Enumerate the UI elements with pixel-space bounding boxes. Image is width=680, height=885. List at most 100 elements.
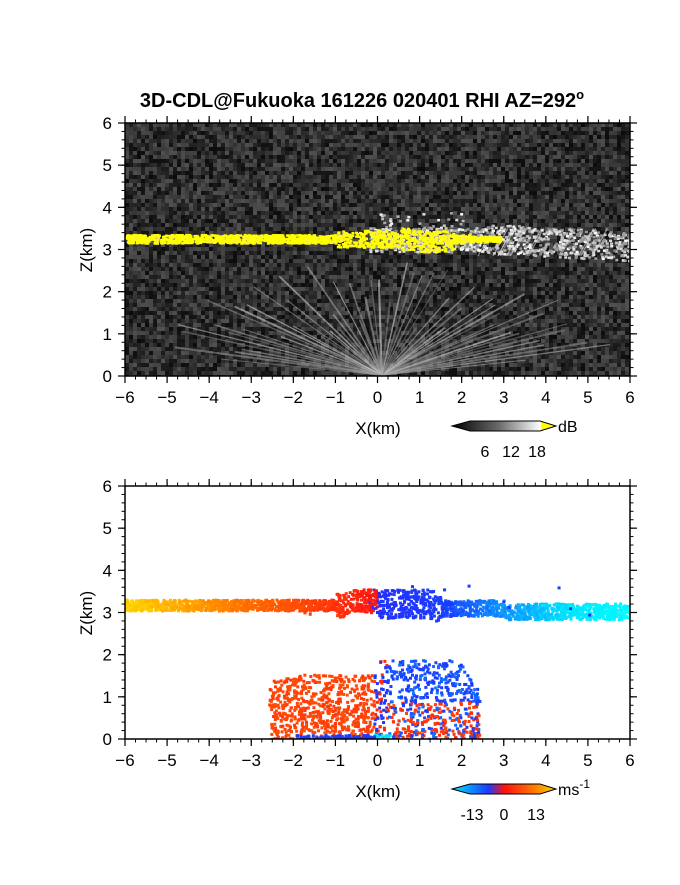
noise-cell [469, 215, 473, 219]
noise-cell [449, 155, 453, 159]
noise-cell [621, 179, 625, 183]
noise-cell [465, 155, 469, 159]
noise-cell [473, 263, 477, 267]
noise-cell [189, 203, 193, 207]
noise-cell [537, 155, 541, 159]
noise-cell [141, 163, 145, 167]
noise-cell [417, 211, 421, 215]
noise-cell [145, 219, 149, 223]
noise-cell [157, 271, 161, 275]
noise-cell [349, 203, 353, 207]
noise-cell [557, 159, 561, 163]
noise-cell [537, 251, 541, 255]
noise-cell [333, 207, 337, 211]
noise-cell [597, 171, 601, 175]
noise-cell [545, 199, 549, 203]
noise-cell [469, 179, 473, 183]
noise-cell [537, 143, 541, 147]
noise-cell [153, 187, 157, 191]
noise-cell [149, 127, 153, 131]
noise-cell [261, 215, 265, 219]
noise-cell [209, 163, 213, 167]
noise-cell [349, 179, 353, 183]
noise-cell [489, 127, 493, 131]
noise-cell [489, 199, 493, 203]
noise-cell [617, 231, 621, 235]
noise-cell [541, 199, 545, 203]
noise-cell [621, 131, 625, 135]
noise-cell [557, 167, 561, 171]
noise-cell [321, 175, 325, 179]
noise-cell [617, 191, 621, 195]
noise-cell [313, 143, 317, 147]
noise-cell [197, 255, 201, 259]
noise-cell [217, 143, 221, 147]
noise-cell [141, 131, 145, 135]
noise-cell [569, 151, 573, 155]
noise-cell [145, 139, 149, 143]
noise-cell [605, 187, 609, 191]
noise-cell [589, 215, 593, 219]
noise-cell [317, 227, 321, 231]
noise-cell [565, 183, 569, 187]
noise-cell [313, 207, 317, 211]
noise-cell [381, 207, 385, 211]
noise-cell [441, 251, 445, 255]
noise-cell [321, 143, 325, 147]
noise-cell [481, 167, 485, 171]
noise-cell [361, 179, 365, 183]
noise-cell [529, 187, 533, 191]
noise-cell [605, 219, 609, 223]
noise-cell [233, 247, 237, 251]
noise-cell [261, 151, 265, 155]
noise-cell [353, 215, 357, 219]
noise-cell [125, 127, 129, 131]
noise-cell [145, 175, 149, 179]
noise-cell [153, 155, 157, 159]
noise-cell [529, 159, 533, 163]
noise-cell [257, 123, 261, 127]
noise-cell [181, 271, 185, 275]
noise-cell [137, 123, 141, 127]
noise-cell [257, 187, 261, 191]
noise-cell [209, 167, 213, 171]
noise-cell [545, 143, 549, 147]
noise-cell [157, 223, 161, 227]
noise-cell [509, 167, 513, 171]
noise-cell [609, 191, 613, 195]
noise-cell [253, 139, 257, 143]
noise-cell [185, 231, 189, 235]
noise-cell [481, 171, 485, 175]
noise-cell [389, 191, 393, 195]
noise-cell [409, 175, 413, 179]
noise-cell [577, 211, 581, 215]
noise-cell [361, 267, 365, 271]
noise-cell [417, 163, 421, 167]
noise-cell [481, 179, 485, 183]
noise-cell [597, 175, 601, 179]
noise-cell [485, 171, 489, 175]
noise-cell [497, 191, 501, 195]
noise-cell [509, 215, 513, 219]
noise-cell [345, 259, 349, 263]
noise-cell [145, 243, 149, 247]
noise-cell [157, 191, 161, 195]
noise-cell [193, 231, 197, 235]
noise-cell [397, 231, 401, 235]
noise-cell [497, 183, 501, 187]
noise-cell [253, 231, 257, 235]
noise-cell [501, 247, 505, 251]
noise-cell [461, 275, 465, 279]
noise-cell [393, 271, 397, 275]
noise-cell [361, 247, 365, 251]
noise-cell [625, 207, 629, 211]
noise-cell [581, 231, 585, 235]
noise-cell [477, 175, 481, 179]
noise-cell [281, 247, 285, 251]
noise-cell [581, 215, 585, 219]
noise-cell [261, 255, 265, 259]
noise-cell [161, 263, 165, 267]
noise-cell [541, 259, 545, 263]
noise-cell [385, 275, 389, 279]
noise-cell [437, 215, 441, 219]
